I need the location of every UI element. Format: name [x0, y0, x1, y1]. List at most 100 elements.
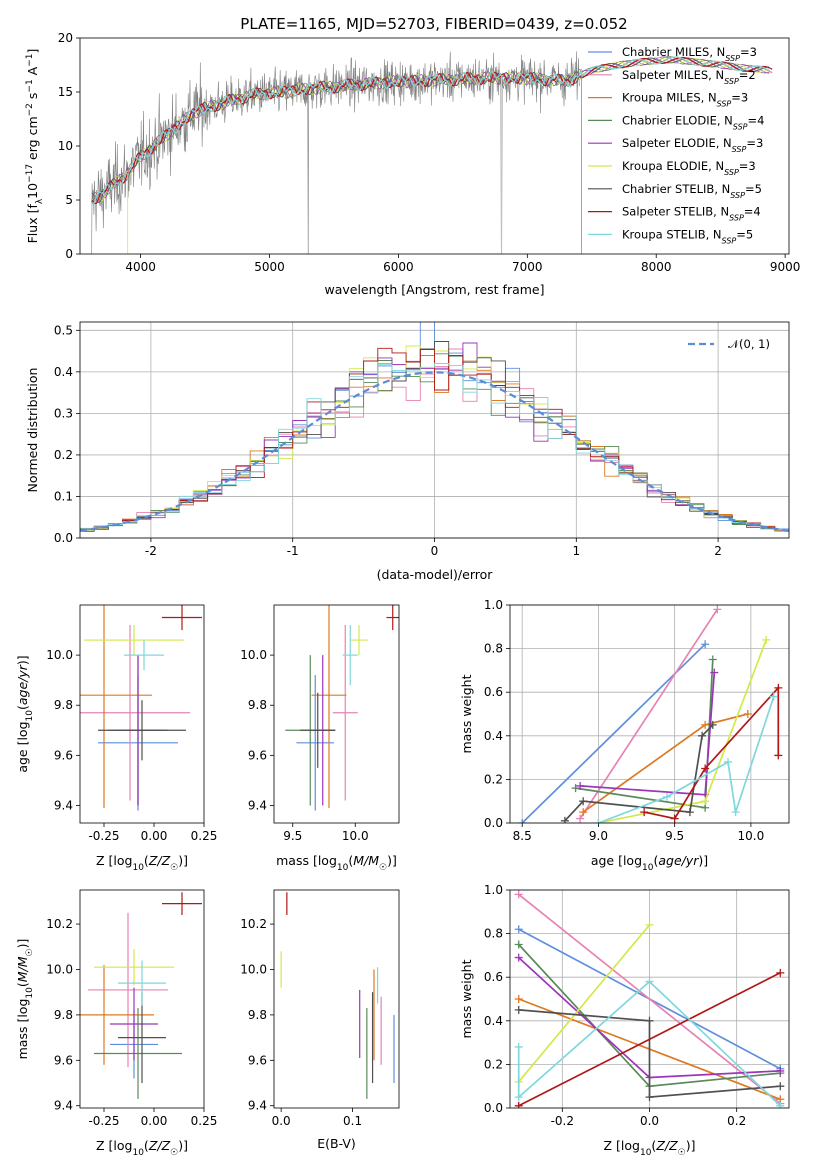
axes-layer: -0.2 0.0 0.2 0.0 0.2 0.4 0.6 0.8 1.0	[484, 883, 790, 1128]
x-tick-label: 1	[572, 544, 580, 558]
x-tick-label: 0.25	[191, 829, 218, 843]
x-tick-label: 7000	[512, 260, 543, 274]
age-vs-mass-panel: 9.5 10.0 9.4 9.6 9.8 10.0 mass [log10(M/M☉)]	[240, 604, 400, 873]
x-tick-label: -0.2	[551, 1114, 574, 1128]
marker-chabrier-stelib	[514, 1005, 523, 1014]
x-tick-label: 0.0	[640, 1114, 659, 1128]
marker-chabrier-miles	[701, 640, 710, 649]
y-tick-label: 0.6	[484, 970, 503, 984]
marker-kroupa-miles	[579, 808, 588, 817]
y-tick-label: 15	[58, 85, 73, 99]
marker-chabrier-stelib	[560, 816, 569, 823]
x-tick-label: 0.00	[141, 829, 168, 843]
plot-area	[280, 892, 395, 1099]
marker-salpeter-stelib	[701, 764, 710, 773]
x-tick-label: 9.5	[665, 829, 684, 843]
axes-frame	[273, 889, 400, 1109]
marker-kroupa-miles	[701, 720, 710, 729]
y-tick-label: 9.8	[248, 1008, 267, 1022]
y-axis-label: Flux [fλ10−17 erg cm−2 s−1 A−1]	[25, 49, 45, 244]
model-line-chabrier-miles	[91, 57, 770, 204]
marker-kroupa-stelib	[769, 692, 778, 701]
marker-kroupa-elodie	[701, 797, 710, 806]
x-tick-label: 9.5	[283, 829, 302, 843]
y-tick-label: 10.0	[46, 962, 73, 976]
y-tick-label: 9.6	[248, 748, 267, 762]
marker-chabrier-stelib	[698, 731, 707, 740]
model-line-chabrier-stelib	[91, 57, 770, 203]
x-axis-label: Z [log10(Z/Z☉)]	[96, 853, 188, 873]
plot-area	[80, 322, 789, 532]
axes-layer: 8.5 9.0 9.5 10.0 0.0 0.2 0.4 0.6 0.8 1.0	[484, 598, 790, 843]
marker-kroupa-stelib	[594, 819, 603, 823]
plot-area	[91, 51, 773, 254]
figure-title: PLATE=1165, MJD=52703, FIBERID=0439, z=0…	[240, 15, 627, 33]
plot-area	[285, 605, 399, 811]
marker-salpeter-stelib	[670, 814, 679, 823]
x-axis-label: age [log10(age/yr)]	[591, 853, 708, 873]
marker-salpeter-elodie	[710, 668, 719, 677]
x-tick-label: 9.0	[589, 829, 608, 843]
marker-salpeter-stelib	[774, 751, 783, 760]
y-tick-label: 9.4	[54, 798, 73, 812]
y-tick-label: 9.6	[54, 1053, 73, 1067]
series-kroupa-elodie	[518, 924, 651, 1083]
axes-layer: -0.25 0.00 0.25 9.4 9.6 9.8 10.0	[46, 604, 218, 843]
y-tick-label: 5	[65, 193, 73, 207]
y-tick-label: 0.2	[484, 772, 503, 786]
y-tick-label: 0.8	[484, 642, 503, 656]
y-tick-label: 9.6	[54, 748, 73, 762]
x-tick-label: 2	[714, 544, 722, 558]
marker-chabrier-stelib	[685, 808, 694, 817]
marker-salpeter-miles	[576, 814, 585, 823]
marker-salpeter-stelib	[640, 808, 649, 817]
x-tick-label: -1	[287, 544, 299, 558]
axes-frame	[509, 604, 790, 824]
legend-entry-chabrier-miles: Chabrier MILES, NSSP=3	[622, 45, 757, 63]
y-tick-label: 10.2	[46, 917, 73, 931]
residuals-panel: -2 -1 0 1 2 0.0 0.1 0.2 0.3 0.4 0.5 𝒩(0, 1) (data-mo…	[25, 321, 790, 582]
y-axis-label: mass weight	[459, 959, 474, 1038]
x-tick-label: 5000	[254, 260, 285, 274]
y-tick-label: 9.4	[54, 1099, 73, 1113]
marker-chabrier-miles	[518, 819, 527, 823]
marker-salpeter-stelib	[514, 1101, 523, 1108]
weight-vs-metallicity-panel: -0.2 0.0 0.2 0.0 0.2 0.4 0.6 0.8 1.0 Z [log10(Z/Z…	[459, 883, 790, 1158]
x-tick-label: 8.5	[513, 829, 532, 843]
axes-frame	[79, 604, 205, 824]
y-tick-label: 9.8	[54, 698, 73, 712]
y-tick-label: 9.4	[248, 798, 267, 812]
x-axis-label: wavelength [Angstrom, rest frame]	[324, 282, 544, 297]
y-tick-label: 9.6	[248, 1053, 267, 1067]
y-tick-label: 20	[58, 31, 73, 45]
x-tick-label: 0.00	[141, 1114, 168, 1128]
model-line-kroupa-stelib	[91, 56, 773, 205]
marker-kroupa-stelib	[645, 977, 654, 986]
marker-kroupa-miles	[743, 710, 752, 718]
marker-salpeter-miles	[514, 890, 523, 899]
plot-area	[514, 890, 785, 1108]
plot-area	[518, 605, 783, 823]
axes-layer: -0.25 0.00 0.25 9.4 9.6 9.8 10.0 10.2	[46, 889, 217, 1128]
y-tick-label: 10.2	[240, 917, 267, 931]
y-tick-label: 0.5	[54, 323, 73, 337]
marker-kroupa-stelib	[776, 1101, 785, 1108]
mass-vs-metallicity-panel: -0.25 0.00 0.25 9.4 9.6 9.8 10.0 10.2 Z [log10(Z…	[15, 889, 217, 1158]
x-tick-label: 4000	[125, 260, 156, 274]
series-salpeter-stelib	[518, 972, 781, 1107]
x-tick-label: 10.0	[342, 829, 369, 843]
marker-salpeter-stelib	[774, 683, 783, 692]
y-tick-label: 0.4	[54, 365, 73, 379]
x-tick-label: 6000	[383, 260, 414, 274]
x-tick-label: 0.0	[272, 1114, 291, 1128]
legend: Chabrier MILES, NSSP=3 Salpeter MILES, NS…	[588, 45, 764, 245]
marker-kroupa-stelib	[663, 792, 672, 801]
y-axis-label: mass weight	[459, 674, 474, 753]
y-tick-label: 0.1	[54, 489, 73, 503]
y-tick-label: 0.6	[484, 685, 503, 699]
x-axis-label: Z [log10(Z/Z☉)]	[96, 1138, 188, 1158]
y-tick-label: 0	[65, 247, 73, 261]
y-axis-label: age [log10(age/yr)]	[15, 655, 35, 772]
legend-entry-kroupa-stelib: Kroupa STELIB, NSSP=5	[622, 227, 753, 245]
